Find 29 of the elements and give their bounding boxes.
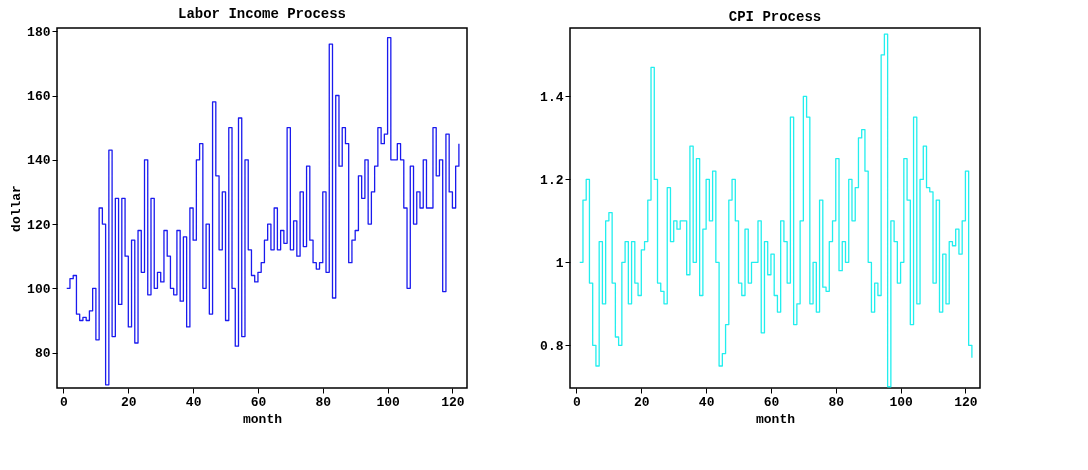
x-tick-label: 20: [634, 394, 650, 410]
x-axis-title: month: [755, 411, 796, 427]
y-tick-label: 1.2: [540, 172, 564, 188]
x-tick-label: 60: [250, 394, 267, 410]
chart-title: Labor Income Process: [177, 6, 347, 23]
y-tick-label: 120: [27, 217, 51, 233]
x-axis-title: month: [242, 411, 283, 427]
x-tick-label: 100: [376, 394, 400, 410]
x-tick-label: 120: [954, 394, 978, 410]
y-tick-label: 160: [27, 89, 51, 104]
x-tick-label: 40: [185, 394, 202, 410]
y-tick-label: 140: [27, 153, 51, 169]
y-tick-label: 1: [555, 255, 564, 271]
y-tick-label: 0.8: [540, 338, 564, 354]
x-tick-label: 120: [441, 394, 465, 410]
x-tick-label: 100: [889, 394, 913, 410]
chart-title: CPI Process: [728, 9, 822, 25]
y-tick-label: 180: [27, 24, 51, 40]
x-tick-label: 40: [698, 394, 715, 410]
y-tick-label: 1.4: [540, 89, 564, 105]
x-tick-label: 20: [121, 394, 137, 410]
y-tick-label: 80: [34, 346, 51, 362]
x-tick-label: 0: [60, 394, 69, 410]
x-tick-label: 80: [315, 394, 332, 410]
y-axis-title: dollar: [9, 185, 25, 232]
x-tick-label: 80: [828, 394, 845, 410]
y-tick-label: 100: [27, 281, 51, 297]
x-tick-label: 0: [573, 394, 582, 410]
x-tick-label: 60: [763, 394, 780, 410]
